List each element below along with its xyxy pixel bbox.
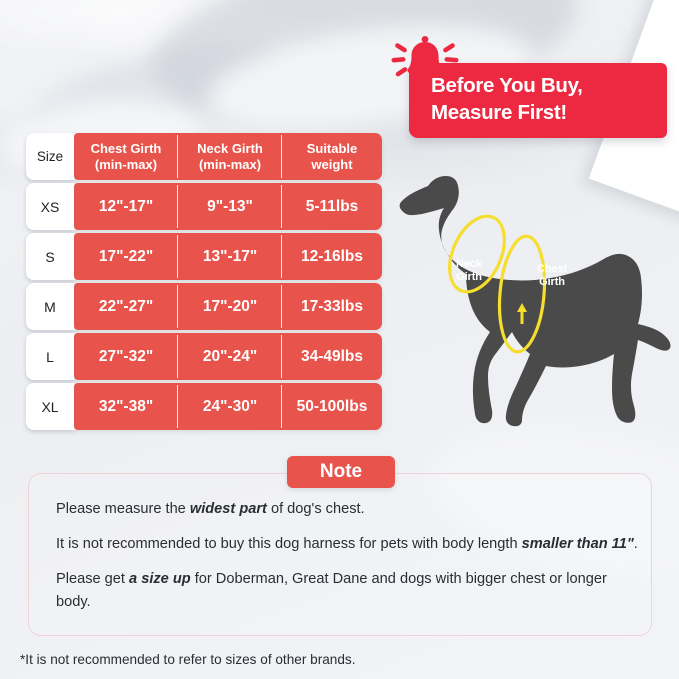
note-line-3: Please get a size up for Doberman, Great… (56, 568, 640, 612)
note-3-strong: a size up (129, 571, 191, 588)
header-suitable-weight: Suitable weight (282, 133, 382, 180)
cell-size: L (26, 333, 74, 380)
table-row: XS 12"-17" 9"-13" 5-11lbs (26, 183, 382, 230)
bell-icon (391, 36, 459, 82)
cell-chest: 32"-38" (74, 383, 178, 430)
cell-weight: 17-33lbs (282, 283, 382, 330)
cell-chest: 22"-27" (74, 283, 178, 330)
cell-neck: 24"-30" (178, 383, 282, 430)
cell-weight: 34-49lbs (282, 333, 382, 380)
cell-neck: 20"-24" (178, 333, 282, 380)
cell-size: M (26, 283, 74, 330)
note-3-pre: Please get (56, 571, 130, 588)
cell-size: XS (26, 183, 74, 230)
header-neck-girth: Neck Girth (min-max) (178, 133, 282, 180)
cell-weight: 5-11lbs (282, 183, 382, 230)
note-line-2: It is not recommended to buy this dog ha… (56, 533, 640, 555)
table-row: S 17"-22" 13"-17" 12-16lbs (26, 233, 382, 280)
cell-size: S (26, 233, 74, 280)
size-table: Size Chest Girth (min-max) Neck Girth (m… (26, 133, 382, 433)
neck-girth-label: Neck Girth (456, 258, 482, 284)
chest-girth-ellipse (497, 234, 547, 354)
cell-chest: 12"-17" (74, 183, 178, 230)
headline-banner: Before You Buy, Measure First! (409, 63, 667, 138)
header-chest-girth: Chest Girth (min-max) (74, 133, 178, 180)
cell-neck: 13"-17" (178, 233, 282, 280)
table-header-row: Size Chest Girth (min-max) Neck Girth (m… (26, 133, 382, 180)
note-3-post: for Doberman, Great Dane and dogs with b… (56, 571, 607, 610)
header-size: Size (26, 133, 74, 180)
footnote: *It is not recommended to refer to sizes… (20, 652, 356, 667)
table-row: L 27"-32" 20"-24" 34-49lbs (26, 333, 382, 380)
cell-weight: 12-16lbs (282, 233, 382, 280)
note-line-1: Please measure the widest part of dog's … (56, 498, 640, 520)
cell-chest: 27"-32" (74, 333, 178, 380)
dog-silhouette-icon (399, 176, 671, 427)
note-badge: Note (287, 456, 395, 488)
note-1-pre: Please measure the (56, 501, 190, 517)
note-text: Please measure the widest part of dog's … (56, 498, 640, 626)
neck-girth-ellipse (448, 214, 506, 294)
table-row: M 22"-27" 17"-20" 17-33lbs (26, 283, 382, 330)
cell-neck: 17"-20" (178, 283, 282, 330)
cell-size: XL (26, 383, 74, 430)
note-2-strong: smaller than 11" (521, 536, 634, 553)
cell-neck: 9"-13" (178, 183, 282, 230)
chest-arrow-icon (517, 303, 527, 312)
banner-title: Before You Buy, Measure First! (431, 74, 583, 125)
note-2-post: . (633, 536, 638, 553)
cell-chest: 17"-22" (74, 233, 178, 280)
note-2-pre: It is not recommended to buy this dog ha… (56, 536, 522, 553)
note-1-post: of dog's chest. (266, 501, 365, 517)
table-row: XL 32"-38" 24"-30" 50-100lbs (26, 383, 382, 430)
cell-weight: 50-100lbs (282, 383, 382, 430)
note-1-strong: widest part (189, 501, 267, 517)
chest-girth-label: Chest Girth (536, 263, 568, 289)
